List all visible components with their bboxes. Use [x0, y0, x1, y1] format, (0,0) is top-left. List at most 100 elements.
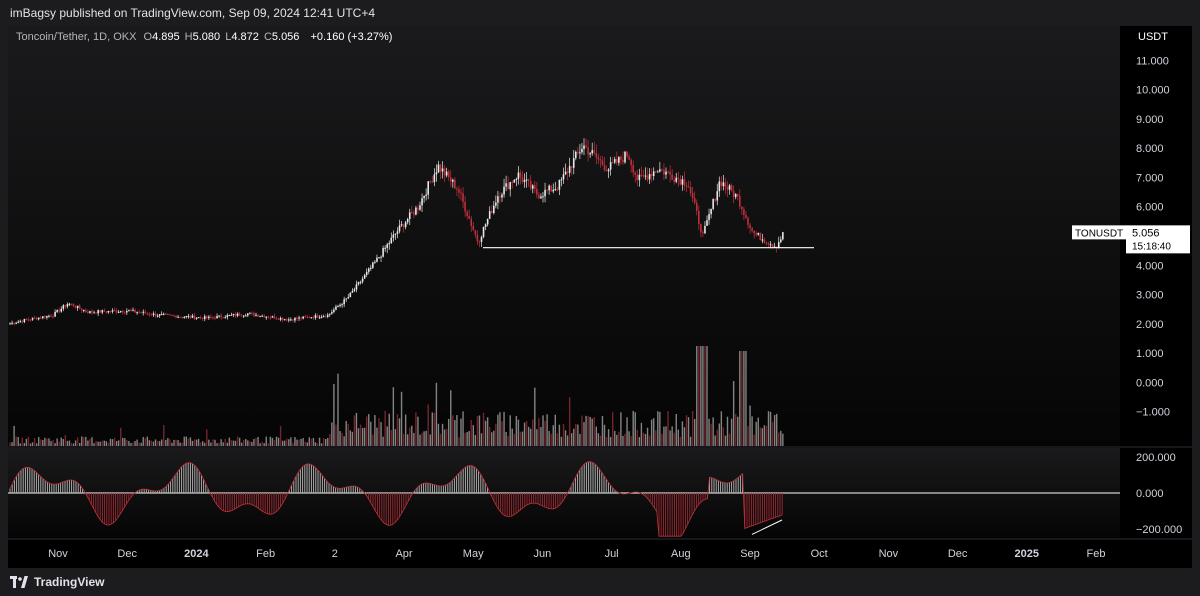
candle-body — [66, 304, 69, 307]
candle-body — [273, 316, 276, 319]
candle-body — [228, 314, 231, 316]
candle-body — [11, 322, 13, 324]
candle-body — [486, 218, 489, 225]
candle-body — [624, 151, 626, 163]
volume-bar — [341, 432, 343, 446]
candle-body — [556, 189, 559, 191]
candle-body — [464, 201, 466, 212]
chart-canvas[interactable]: USDT11.00010.0009.0008.0007.0006.0005.00… — [8, 26, 1192, 568]
volume-bar — [263, 443, 265, 446]
volume-bar — [124, 438, 126, 446]
volume-bar — [318, 437, 321, 446]
candle-body — [158, 314, 161, 316]
candle-body — [732, 190, 735, 198]
volume-bar — [601, 416, 604, 446]
time-label-14: 2025 — [1015, 548, 1039, 560]
candle-body — [462, 193, 464, 202]
volume-bar — [347, 424, 349, 446]
volume-bar — [618, 431, 620, 446]
volume-bar — [167, 438, 169, 446]
candle-body — [214, 317, 216, 319]
candle-body — [743, 209, 745, 215]
candle-body — [507, 183, 509, 190]
candle-body — [415, 207, 417, 215]
volume-bar — [464, 432, 466, 446]
candle-body — [281, 317, 284, 320]
volume-bar — [35, 443, 38, 446]
candle-body — [695, 202, 698, 211]
volume-bar — [234, 440, 237, 446]
volume-bar — [503, 411, 505, 446]
volume-bar — [122, 437, 124, 446]
candle-body — [279, 317, 282, 320]
volume-bar — [454, 420, 456, 446]
volume-bar — [240, 442, 243, 446]
candle-body — [316, 315, 319, 318]
volume-bar — [448, 418, 450, 446]
chart-frame[interactable]: USDT11.00010.0009.0008.0007.0006.0005.00… — [8, 26, 1192, 568]
volume-bar — [212, 439, 214, 446]
candle-body — [665, 171, 667, 175]
candle-body — [121, 311, 124, 313]
volume-bar — [724, 435, 727, 446]
legend-high: 5.080 — [192, 31, 221, 43]
candle-body — [193, 315, 196, 319]
volume-bar — [226, 442, 228, 446]
candle-body — [136, 312, 138, 314]
candle-body — [72, 304, 75, 307]
volume-bar — [558, 424, 561, 446]
volume-bar — [230, 440, 233, 446]
legend-symbol: Toncoin/Tether, 1D, OKX — [16, 31, 137, 43]
candle-body — [413, 212, 415, 215]
price-tick-2: 9.000 — [1136, 114, 1164, 126]
tradingview-brand[interactable]: TradingView — [10, 575, 104, 589]
volume-bar — [534, 387, 536, 446]
candle-body — [191, 315, 194, 318]
candle-body — [468, 216, 470, 219]
volume-bar — [466, 431, 468, 446]
candle-body — [646, 175, 649, 180]
volume-bar — [698, 346, 700, 446]
candle-body — [476, 234, 479, 242]
volume-bar — [339, 431, 341, 446]
volume-bar — [320, 443, 323, 446]
candle-body — [548, 185, 550, 191]
volume-bar — [523, 422, 526, 446]
volume-bar — [11, 442, 13, 446]
volume-bar — [735, 413, 737, 446]
candle-body — [296, 317, 298, 319]
candle-body — [195, 317, 198, 319]
candle-body — [599, 159, 602, 161]
candle-body — [181, 316, 183, 318]
candle-body — [103, 310, 106, 312]
volume-bar — [23, 443, 26, 446]
candle-body — [216, 316, 218, 319]
volume-bar — [780, 430, 782, 446]
volume-bar — [507, 436, 509, 446]
candle-body — [505, 183, 507, 187]
volume-bar — [247, 440, 249, 446]
volume-bar — [476, 416, 479, 446]
volume-bar — [499, 412, 501, 446]
volume-bar — [429, 434, 431, 446]
candle-body — [691, 193, 694, 199]
candle-body — [42, 316, 44, 319]
candle-body — [370, 267, 372, 269]
candle-body — [759, 232, 762, 241]
candle-body — [724, 182, 727, 187]
volume-bar — [187, 438, 190, 446]
volume-bar — [550, 433, 552, 446]
volume-bar — [359, 424, 362, 446]
volume-bar — [722, 427, 725, 446]
volume-bar — [648, 435, 651, 446]
volume-bar — [216, 443, 218, 446]
candle-body — [113, 310, 116, 312]
candle-body — [345, 298, 347, 300]
candle-body — [68, 303, 71, 305]
volume-bar — [279, 425, 282, 446]
volume-bar — [655, 430, 657, 446]
candle-body — [458, 189, 460, 193]
price-tick-11: 0.000 — [1136, 377, 1164, 389]
volume-bar — [175, 439, 177, 446]
candle-body — [376, 257, 378, 262]
